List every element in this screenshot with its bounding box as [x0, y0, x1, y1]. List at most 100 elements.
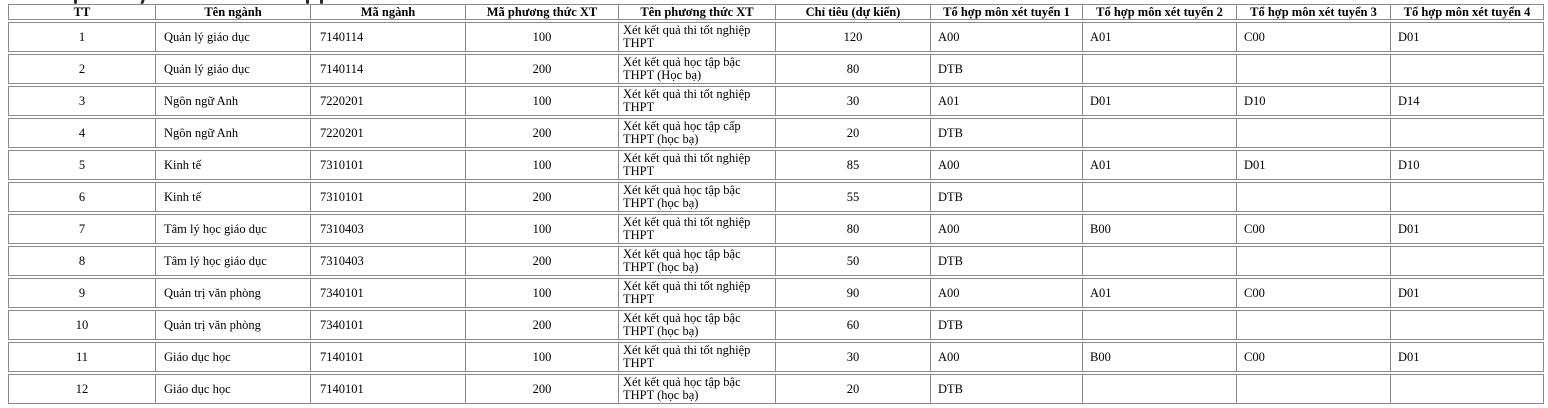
cell-to_hop_2: B00	[1082, 342, 1236, 372]
cell-ma_phuong_thuc: 200	[465, 54, 618, 84]
cell-to_hop_2: D01	[1082, 86, 1236, 116]
cell-to_hop_3: C00	[1236, 278, 1390, 308]
cell-to_hop_3: C00	[1236, 22, 1390, 52]
cell-ten_phuong_thuc: Xét kết quả học tập bậc THPT (học bạ)	[618, 182, 775, 212]
cell-to_hop_1: A00	[930, 214, 1082, 244]
cell-to_hop_4	[1390, 182, 1544, 212]
cell-chi_tieu: 30	[775, 86, 930, 116]
cell-to_hop_4	[1390, 310, 1544, 340]
table-row: 3 Ngôn ngữ Anh 7220201 100 Xét kết quả thi t…	[8, 86, 1544, 116]
cell-tt: 1	[8, 22, 155, 52]
cell-chi_tieu: 30	[775, 342, 930, 372]
cell-ma_nganh: 7140114	[310, 54, 465, 84]
cell-to_hop_3: C00	[1236, 342, 1390, 372]
cropped-text-remnant	[0, 0, 400, 5]
cell-ma_phuong_thuc: 100	[465, 278, 618, 308]
cell-ten_phuong_thuc: Xét kết quả học tập bậc THPT (học bạ)	[618, 310, 775, 340]
cell-ten_phuong_thuc: Xét kết quả học tập bậc THPT (học bạ)	[618, 246, 775, 276]
column-header-ma_nganh: Mã ngành	[310, 4, 465, 20]
cell-chi_tieu: 120	[775, 22, 930, 52]
cell-to_hop_2	[1082, 310, 1236, 340]
cell-ma_phuong_thuc: 100	[465, 342, 618, 372]
cell-ma_phuong_thuc: 200	[465, 182, 618, 212]
cell-to_hop_4	[1390, 54, 1544, 84]
cell-to_hop_3: D10	[1236, 86, 1390, 116]
cell-ten_nganh: Kinh tế	[155, 182, 310, 212]
cell-ma_phuong_thuc: 200	[465, 118, 618, 148]
cell-ten_phuong_thuc: Xét kết quả học tập cấp THPT (học bạ)	[618, 118, 775, 148]
cell-ten_phuong_thuc: Xét kết quả thi tốt nghiệp THPT	[618, 278, 775, 308]
cell-ten_nganh: Giáo dục học	[155, 374, 310, 404]
cell-tt: 2	[8, 54, 155, 84]
cell-to_hop_3: D01	[1236, 150, 1390, 180]
cell-ten_nganh: Tâm lý học giáo dục	[155, 214, 310, 244]
cell-to_hop_2	[1082, 246, 1236, 276]
cell-chi_tieu: 20	[775, 374, 930, 404]
column-header-chi_tieu: Chỉ tiêu (dự kiến)	[775, 4, 930, 20]
column-header-to_hop_1: Tổ hợp môn xét tuyển 1	[930, 4, 1082, 20]
cell-ma_nganh: 7220201	[310, 118, 465, 148]
cell-chi_tieu: 50	[775, 246, 930, 276]
cell-to_hop_3	[1236, 54, 1390, 84]
cell-to_hop_3	[1236, 182, 1390, 212]
cell-chi_tieu: 80	[775, 214, 930, 244]
column-header-ten_phuong_thuc: Tên phương thức XT	[618, 4, 775, 20]
cell-tt: 11	[8, 342, 155, 372]
cell-ma_phuong_thuc: 100	[465, 150, 618, 180]
column-header-to_hop_4: Tổ hợp môn xét tuyển 4	[1390, 4, 1544, 20]
cell-to_hop_3	[1236, 374, 1390, 404]
cell-to_hop_4	[1390, 246, 1544, 276]
cell-to_hop_4: D01	[1390, 22, 1544, 52]
cell-tt: 6	[8, 182, 155, 212]
cell-ten_phuong_thuc: Xét kết quả học tập bậc THPT (học bạ)	[618, 374, 775, 404]
cell-to_hop_2	[1082, 118, 1236, 148]
cell-ma_phuong_thuc: 200	[465, 374, 618, 404]
cell-to_hop_3	[1236, 310, 1390, 340]
table-row: 12 Giáo dục học 7140101 200 Xét kết quả học …	[8, 374, 1544, 404]
cell-to_hop_1: DTB	[930, 310, 1082, 340]
cell-ten_phuong_thuc: Xét kết quả thi tốt nghiệp THPT	[618, 22, 775, 52]
cell-to_hop_3	[1236, 246, 1390, 276]
cell-ten_nganh: Quản trị văn phòng	[155, 278, 310, 308]
column-header-ma_phuong_thuc: Mã phương thức XT	[465, 4, 618, 20]
cell-to_hop_2: A01	[1082, 22, 1236, 52]
cell-ma_nganh: 7310403	[310, 246, 465, 276]
cell-to_hop_1: DTB	[930, 182, 1082, 212]
cell-to_hop_1: A00	[930, 150, 1082, 180]
cell-chi_tieu: 60	[775, 310, 930, 340]
cell-chi_tieu: 55	[775, 182, 930, 212]
cell-ma_nganh: 7140101	[310, 374, 465, 404]
cell-ten_nganh: Ngôn ngữ Anh	[155, 118, 310, 148]
cell-chi_tieu: 20	[775, 118, 930, 148]
cell-to_hop_1: DTB	[930, 246, 1082, 276]
cell-chi_tieu: 80	[775, 54, 930, 84]
cell-ten_nganh: Quản lý giáo dục	[155, 54, 310, 84]
cell-ma_nganh: 7340101	[310, 278, 465, 308]
cell-to_hop_2	[1082, 182, 1236, 212]
cell-to_hop_1: DTB	[930, 54, 1082, 84]
cell-ten_nganh: Quản lý giáo dục	[155, 22, 310, 52]
cell-to_hop_1: A01	[930, 86, 1082, 116]
cell-to_hop_3: C00	[1236, 214, 1390, 244]
cell-to_hop_4	[1390, 374, 1544, 404]
cell-ma_nganh: 7340101	[310, 310, 465, 340]
table-row: 7 Tâm lý học giáo dục 7310403 100 Xét kết qu…	[8, 214, 1544, 244]
cell-ma_phuong_thuc: 100	[465, 214, 618, 244]
cell-ma_nganh: 7220201	[310, 86, 465, 116]
cell-ten_nganh: Kinh tế	[155, 150, 310, 180]
cell-ma_nganh: 7310101	[310, 150, 465, 180]
cell-ten_phuong_thuc: Xét kết quả thi tốt nghiệp THPT	[618, 86, 775, 116]
cell-to_hop_2: A01	[1082, 278, 1236, 308]
cell-to_hop_4: D14	[1390, 86, 1544, 116]
cell-to_hop_1: DTB	[930, 374, 1082, 404]
cell-ten_phuong_thuc: Xét kết quả thi tốt nghiệp THPT	[618, 150, 775, 180]
column-header-ten_nganh: Tên ngành	[155, 4, 310, 20]
cell-ten_nganh: Giáo dục học	[155, 342, 310, 372]
table-row: 2 Quản lý giáo dục 7140114 200 Xét kết quả h…	[8, 54, 1544, 84]
cell-to_hop_1: A00	[930, 342, 1082, 372]
cell-to_hop_2	[1082, 54, 1236, 84]
cell-ten_phuong_thuc: Xét kết quả thi tốt nghiệp THPT	[618, 214, 775, 244]
cell-to_hop_3	[1236, 118, 1390, 148]
table-row: 10 Quản trị văn phòng 7340101 200 Xét kết qu…	[8, 310, 1544, 340]
cell-ten_nganh: Ngôn ngữ Anh	[155, 86, 310, 116]
